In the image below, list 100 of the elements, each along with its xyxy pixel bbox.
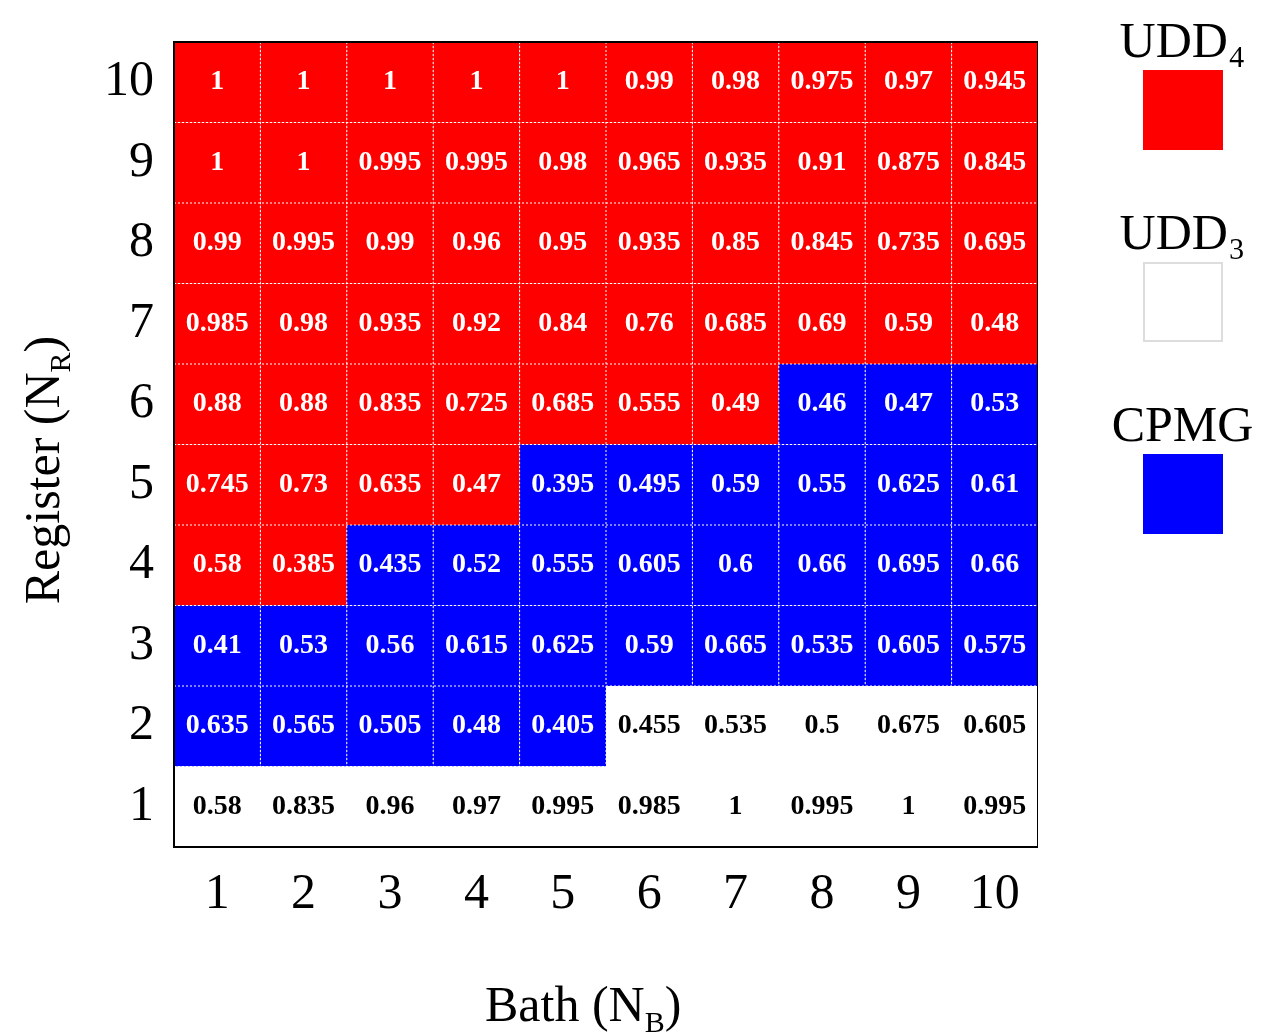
data-label: 0.99 <box>192 225 242 257</box>
data-label: 0.47 <box>451 466 501 498</box>
data-label: 0.735 <box>876 225 940 257</box>
data-label: 0.615 <box>444 627 508 659</box>
data-label: 0.61 <box>970 466 1020 498</box>
data-label: 0.995 <box>358 144 422 176</box>
data-label: 0.98 <box>279 305 329 337</box>
data-label: 0.555 <box>617 386 681 418</box>
data-label: 0.995 <box>272 225 336 257</box>
data-label: 0.73 <box>279 466 329 498</box>
data-label: 0.99 <box>365 225 415 257</box>
data-label: 0.69 <box>797 305 847 337</box>
data-label: 0.965 <box>617 144 681 176</box>
data-label: 0.745 <box>185 466 249 498</box>
y-tick-label: 7 <box>129 291 154 348</box>
text: CPMG <box>1110 395 1255 454</box>
data-label: 0.85 <box>711 225 761 257</box>
data-label: 0.49 <box>711 386 761 418</box>
data-label: 0.66 <box>797 547 847 579</box>
data-label: 0.95 <box>538 225 588 257</box>
data-label: 0.685 <box>704 305 768 337</box>
y-tick-label: 4 <box>129 533 154 590</box>
data-label: 0.975 <box>790 64 854 96</box>
data-label: 0.96 <box>451 225 501 257</box>
data-label: 0.555 <box>531 547 595 579</box>
data-label: 0.84 <box>538 305 588 337</box>
data-label: 0.53 <box>279 627 329 659</box>
data-label: 0.995 <box>444 144 508 176</box>
x-tick-label: 4 <box>463 863 489 920</box>
data-label: 0.41 <box>192 627 242 659</box>
data-label: 0.935 <box>358 305 422 337</box>
data-label: 0.635 <box>358 466 422 498</box>
data-label: 0.935 <box>704 144 768 176</box>
data-label: 0.59 <box>624 627 674 659</box>
data-label: 0.5 <box>804 708 840 740</box>
data-label: 0.605 <box>617 547 681 579</box>
text: UDD₃ <box>1118 203 1247 262</box>
data-label: 0.88 <box>192 386 242 418</box>
y-tick-label: 9 <box>129 130 154 187</box>
y-tick-label: 6 <box>129 372 154 429</box>
data-label: 0.695 <box>876 547 940 579</box>
data-label: 0.48 <box>451 708 501 740</box>
data-label: 0.385 <box>272 547 336 579</box>
data-label: 0.48 <box>970 305 1020 337</box>
data-label: 0.405 <box>531 708 595 740</box>
x-axis-title: Bath (N$_{B}$) <box>485 975 682 1036</box>
data-label: 0.835 <box>272 788 336 820</box>
data-label: 1 <box>296 64 311 96</box>
data-label: 0.995 <box>790 788 854 820</box>
data-label: 1 <box>555 64 570 96</box>
data-label: 0.605 <box>963 708 1027 740</box>
data-label: 0.985 <box>617 788 681 820</box>
data-label: 0.435 <box>358 547 422 579</box>
data-label: 0.58 <box>192 547 242 579</box>
y-tick-label: 10 <box>104 50 154 107</box>
data-label: 0.98 <box>711 64 761 96</box>
data-label: 0.565 <box>272 708 336 740</box>
data-label: 0.505 <box>358 708 422 740</box>
data-label: 0.535 <box>704 708 768 740</box>
data-label: 0.76 <box>624 305 674 337</box>
data-label: 0.845 <box>963 144 1027 176</box>
y-tick-label: 1 <box>129 774 154 831</box>
data-label: 0.6 <box>718 547 754 579</box>
data-label: 0.625 <box>876 466 940 498</box>
data-label: 0.535 <box>790 627 854 659</box>
x-tick-label: 6 <box>636 863 662 920</box>
data-label: 0.59 <box>711 466 761 498</box>
y-tick-label: 5 <box>129 452 154 509</box>
data-label: 1 <box>210 144 225 176</box>
data-label: 0.59 <box>883 305 933 337</box>
data-label: 0.935 <box>617 225 681 257</box>
data-label: 0.47 <box>883 386 933 418</box>
data-label: 0.625 <box>531 627 595 659</box>
data-label: 0.96 <box>365 788 415 820</box>
data-label: 0.725 <box>444 386 508 418</box>
data-label: 0.99 <box>624 64 674 96</box>
data-label: 0.685 <box>531 386 595 418</box>
data-label: 0.995 <box>531 788 595 820</box>
data-label: 0.495 <box>617 466 681 498</box>
data-label: 1 <box>901 788 916 820</box>
data-label: 0.97 <box>883 64 933 96</box>
x-tick-label: 2 <box>291 863 317 920</box>
x-tick-label: 1 <box>204 863 230 920</box>
data-label: 1 <box>210 64 225 96</box>
data-label: 0.835 <box>358 386 422 418</box>
data-label: 0.635 <box>185 708 249 740</box>
data-label: 1 <box>296 144 311 176</box>
data-label: 1 <box>469 64 484 96</box>
text: UDD₄ <box>1118 11 1247 70</box>
data-label: 0.695 <box>963 225 1027 257</box>
data-label: 0.46 <box>797 386 847 418</box>
data-label: 0.845 <box>790 225 854 257</box>
data-label: 0.675 <box>876 708 940 740</box>
data-label: 0.995 <box>963 788 1027 820</box>
data-label: 0.55 <box>797 466 847 498</box>
data-label: 0.605 <box>876 627 940 659</box>
data-label: 0.97 <box>451 788 501 820</box>
data-label: 0.56 <box>365 627 415 659</box>
y-tick-label: 8 <box>129 211 154 268</box>
x-tick-label: 9 <box>895 863 921 920</box>
